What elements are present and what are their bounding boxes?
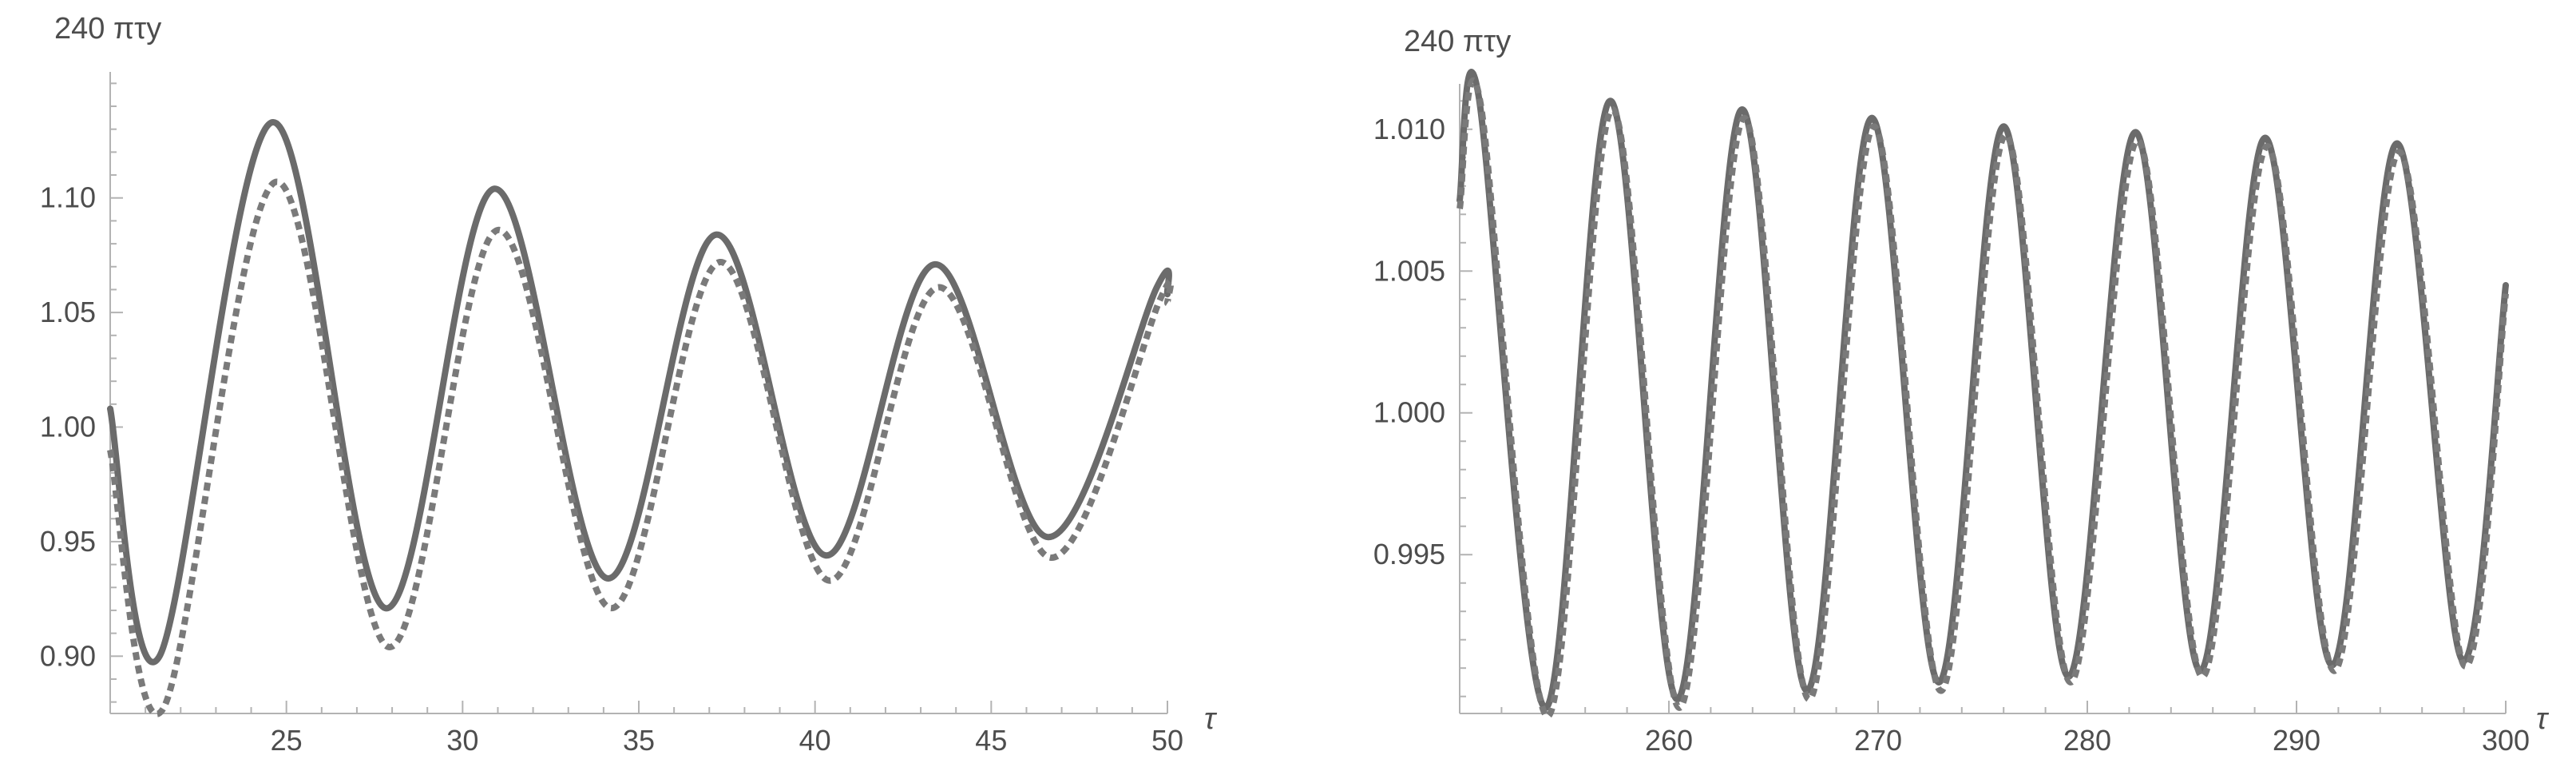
- left-axes: 25 30 35 40 45 50 0.90 0.95 1.00 1.05 1.10: [40, 72, 1183, 757]
- left-y-tick-label: 1.00: [40, 411, 96, 443]
- left-y-tick-label: 1.05: [40, 296, 96, 328]
- right-x-tick-label: 300: [2482, 724, 2530, 757]
- right-x-tick-label: 290: [2273, 724, 2320, 757]
- right-chart-panel: 240 πτy τ 260 270 280 290 300 0.995 1.000 1.005…: [1373, 25, 2550, 757]
- left-series-solid-line: [107, 119, 1172, 666]
- left-x-tick-label: 25: [271, 724, 303, 757]
- left-x-tick-label: 45: [975, 724, 1007, 757]
- left-x-tick-label: 40: [799, 724, 831, 757]
- right-y-axis-label: 240 πτy: [1404, 25, 1511, 58]
- right-y-tick-label: 1.000: [1373, 396, 1445, 429]
- left-chart-panel: 240 πτy τ 25 30 35 40 45 50 0.90 0.95 1.00 1.05 1.…: [40, 12, 1218, 757]
- left-series-dashed-line: [107, 178, 1175, 717]
- right-series-group: [1456, 69, 2509, 720]
- right-x-tick-label: 280: [2063, 724, 2111, 757]
- right-series-dashed-line: [1456, 77, 2509, 720]
- right-y-tick-label: 0.995: [1373, 538, 1445, 570]
- left-y-axis-label: 240 πτy: [54, 12, 161, 46]
- left-y-tick-label: 0.90: [40, 639, 96, 672]
- right-x-tick-label: 270: [1854, 724, 1902, 757]
- left-y-tick-label: 1.10: [40, 181, 96, 214]
- left-y-tick-label: 0.95: [40, 525, 96, 558]
- right-y-tick-label: 1.005: [1373, 254, 1445, 287]
- left-series-group: [107, 119, 1175, 717]
- right-y-tick-label: 1.010: [1373, 113, 1445, 145]
- right-axes: 260 270 280 290 300 0.995 1.000 1.005 1.010: [1373, 84, 2530, 757]
- right-x-tick-label: 260: [1645, 724, 1693, 757]
- left-x-tick-label: 30: [446, 724, 478, 757]
- left-x-axis-label: τ: [1204, 702, 1218, 736]
- left-x-tick-label: 35: [623, 724, 655, 757]
- right-x-axis-label: τ: [2536, 702, 2550, 736]
- left-x-tick-label: 50: [1151, 724, 1183, 757]
